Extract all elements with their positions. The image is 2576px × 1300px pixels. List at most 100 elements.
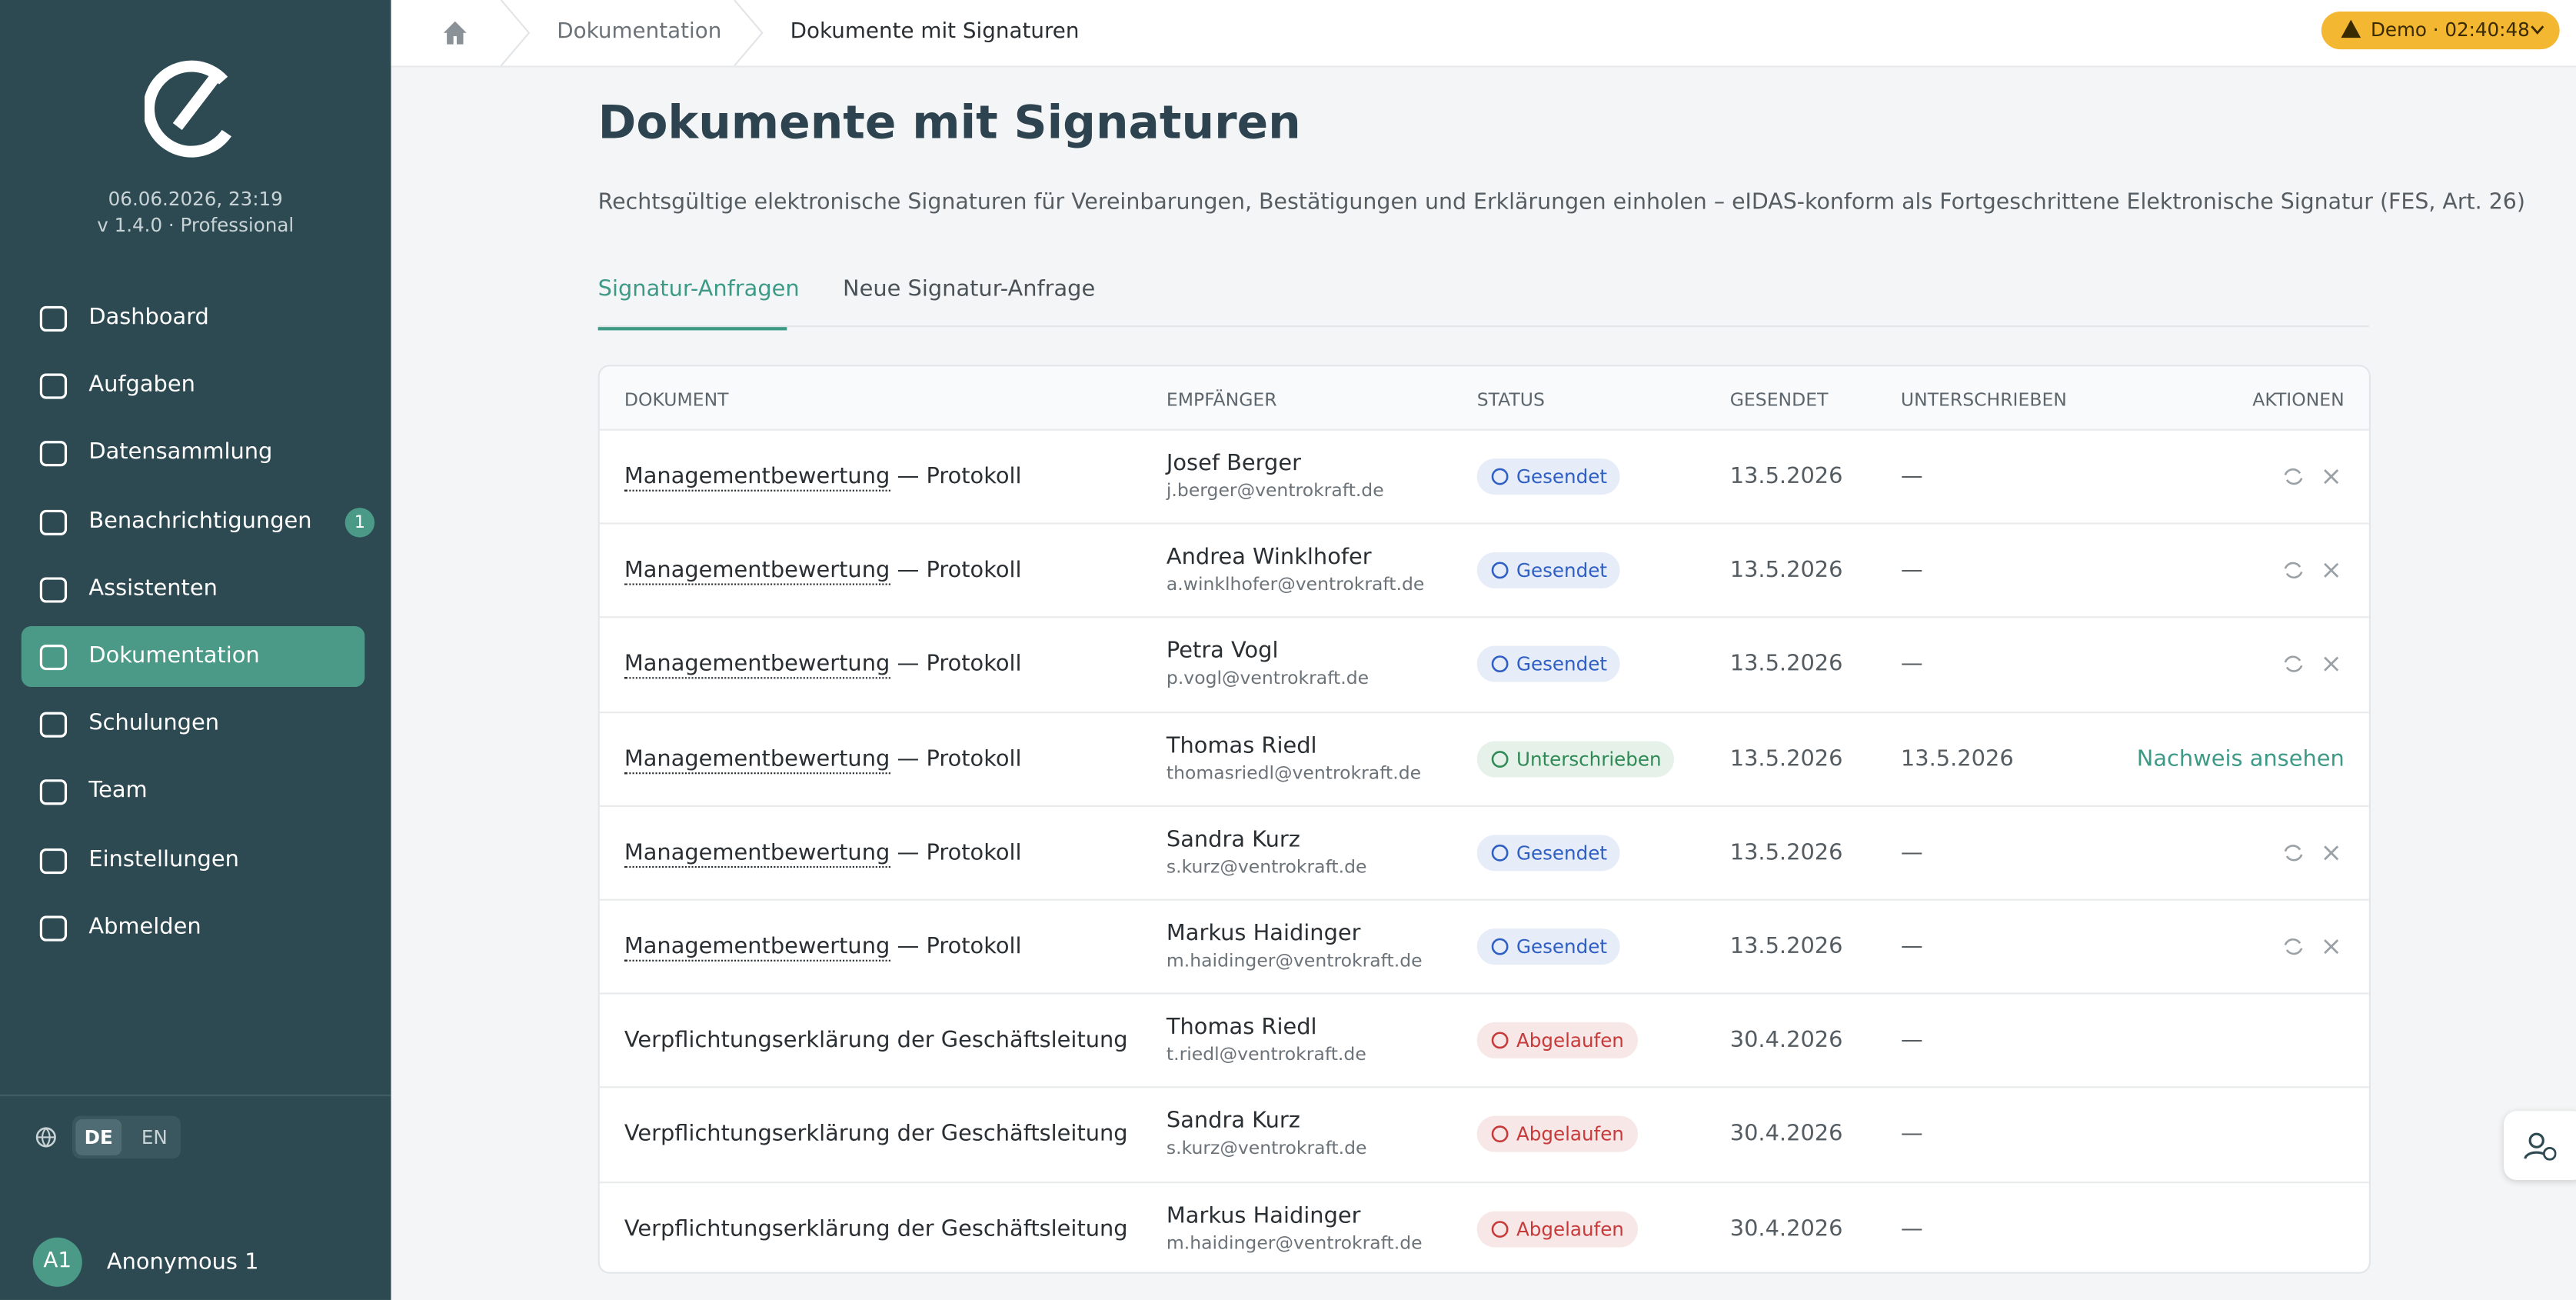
status-badge: Gesendet xyxy=(1476,834,1621,871)
nav-icon xyxy=(39,305,68,332)
recipient-name: Thomas Riedl xyxy=(1166,732,1317,759)
table-row: Managementbewertung — Protokoll Andrea Wi… xyxy=(599,522,2369,618)
recipient-name: Andrea Winklhofer xyxy=(1166,544,1372,571)
document-link[interactable]: Managementbewertung xyxy=(624,557,890,585)
table-row: Managementbewertung — Protokoll Sandra Ku… xyxy=(599,805,2369,900)
document-suffix: — Protokoll xyxy=(897,557,1022,584)
recipient-name: Markus Haidinger xyxy=(1166,920,1361,947)
recipient-name: Markus Haidinger xyxy=(1166,1202,1361,1229)
column-header: UNTERSCHRIEBEN xyxy=(1900,389,2067,412)
document-suffix: — Protokoll xyxy=(897,933,1022,960)
sent-date: 30.4.2026 xyxy=(1729,1215,1843,1242)
nav-icon xyxy=(39,848,68,874)
status-icon xyxy=(1491,1126,1509,1143)
globe-icon xyxy=(35,1127,56,1148)
nav-item[interactable]: Einstellungen xyxy=(22,829,365,890)
document: Managementbewertung — Protokoll xyxy=(624,557,1022,585)
nav-item[interactable]: Datensammlung xyxy=(22,423,365,484)
document-link[interactable]: Managementbewertung xyxy=(624,933,890,962)
signed-date: 13.5.2026 xyxy=(1900,745,2014,772)
document-link[interactable]: Managementbewertung xyxy=(624,839,890,868)
document-link[interactable]: Managementbewertung xyxy=(624,651,890,680)
demo-timer: Demo · 02:40:48 xyxy=(2370,18,2530,42)
nav-item[interactable]: Benachrichtigungen 1 xyxy=(22,491,375,552)
nav-badge: 1 xyxy=(344,507,375,537)
warn-icon xyxy=(2341,19,2361,38)
resend-icon xyxy=(2284,844,2303,862)
recipient-email: s.kurz@ventrokraft.de xyxy=(1166,855,1367,878)
status-badge: Abgelaufen xyxy=(1476,1022,1638,1059)
nav-item[interactable]: Assistenten xyxy=(22,558,365,619)
help-button[interactable] xyxy=(2503,1111,2576,1180)
lang-en[interactable]: EN xyxy=(141,1125,168,1149)
topbar: Dokumentation Dokumente mit Signaturen D… xyxy=(391,0,2576,68)
resend-icon xyxy=(2284,656,2303,673)
nav-icon xyxy=(39,441,68,468)
table-row: Managementbewertung — Protokoll Petra Vog… xyxy=(599,617,2369,712)
tab[interactable]: Neue Signatur-Anfrage xyxy=(843,275,1096,303)
status-icon xyxy=(1491,562,1509,579)
nav-label: Einstellungen xyxy=(88,845,239,872)
table-row: Managementbewertung — Protokoll Markus Ha… xyxy=(599,898,2369,995)
signed-date: — xyxy=(1900,1027,1923,1054)
sent-date: 13.5.2026 xyxy=(1729,651,1843,678)
nav-icon xyxy=(39,577,68,603)
signed-date: — xyxy=(1900,1215,1923,1242)
datetime: 06.06.2026, 23:19 xyxy=(108,187,283,211)
recipient-name: Petra Vogl xyxy=(1166,638,1279,665)
sent-date: 13.5.2026 xyxy=(1729,557,1843,584)
column-header: STATUS xyxy=(1476,389,1545,412)
user-name[interactable]: Anonymous 1 xyxy=(106,1248,259,1275)
document-suffix: — Protokoll xyxy=(897,463,1022,490)
table-row: Verpflichtungserklärung der Geschäftslei… xyxy=(599,1087,2369,1182)
sent-date: 30.4.2026 xyxy=(1729,1027,1843,1054)
document: Managementbewertung — Protokoll xyxy=(624,745,1022,774)
proof-link[interactable]: Nachweis ansehen xyxy=(2136,745,2345,772)
signed-date: — xyxy=(1900,933,1923,960)
nav-label: Datensammlung xyxy=(88,439,273,466)
status-badge: Gesendet xyxy=(1476,928,1621,965)
document: Managementbewertung — Protokoll xyxy=(624,839,1022,868)
nav-item[interactable]: Dokumentation xyxy=(21,625,365,688)
page-description: Rechtsgültige elektronische Signaturen f… xyxy=(597,190,2525,215)
help-icon xyxy=(2524,1132,2557,1161)
nav-label: Aufgaben xyxy=(88,372,195,398)
sent-date: 13.5.2026 xyxy=(1729,933,1843,960)
document-suffix: — Protokoll xyxy=(897,839,1022,866)
nav-label: Dokumentation xyxy=(88,642,260,669)
status-icon xyxy=(1491,656,1509,673)
sent-date: 13.5.2026 xyxy=(1729,463,1843,490)
cancel-icon xyxy=(2324,845,2339,860)
cancel-icon xyxy=(2324,469,2339,485)
nav-label: Schulungen xyxy=(88,710,220,737)
signed-date: — xyxy=(1900,1121,1923,1148)
nav-item[interactable]: Schulungen xyxy=(22,694,365,755)
sent-date: 30.4.2026 xyxy=(1729,1121,1843,1148)
tab-active[interactable]: Signatur-Anfragen xyxy=(597,276,800,331)
page-title: Dokumente mit Signaturen xyxy=(597,95,1301,150)
nav-item[interactable]: Aufgaben xyxy=(22,355,365,416)
recipient-email: m.haidinger@ventrokraft.de xyxy=(1166,949,1423,972)
recipient-email: thomasriedl@ventrokraft.de xyxy=(1166,762,1422,784)
resend-icon xyxy=(2284,938,2303,955)
demo-badge[interactable]: Demo · 02:40:48 xyxy=(2321,11,2560,50)
resend-icon xyxy=(2284,562,2303,579)
document: Verpflichtungserklärung der Geschäftslei… xyxy=(624,1027,1128,1054)
version: v 1.4.0 · Professional xyxy=(97,213,295,237)
document: Managementbewertung — Protokoll xyxy=(624,463,1022,492)
home-icon[interactable] xyxy=(442,20,468,46)
nav-item[interactable]: Team xyxy=(22,762,365,822)
document-link[interactable]: Managementbewertung xyxy=(624,463,890,492)
lang-de[interactable]: DE xyxy=(75,1118,122,1155)
document: Verpflichtungserklärung der Geschäftslei… xyxy=(624,1121,1128,1148)
nav-label: Assistenten xyxy=(88,575,218,602)
table: DOKUMENT EMPFÄNGER STATUS GESENDET UNTERSCHR… xyxy=(597,365,2371,1274)
status-icon xyxy=(1491,1032,1509,1049)
recipient-email: p.vogl@ventrokraft.de xyxy=(1166,668,1370,690)
nav-item[interactable]: Dashboard xyxy=(22,288,365,348)
nav-icon xyxy=(39,915,68,942)
document-link[interactable]: Managementbewertung xyxy=(624,745,890,774)
nav-item[interactable]: Abmelden xyxy=(22,897,365,958)
crumb[interactable]: Dokumentation xyxy=(557,19,722,45)
